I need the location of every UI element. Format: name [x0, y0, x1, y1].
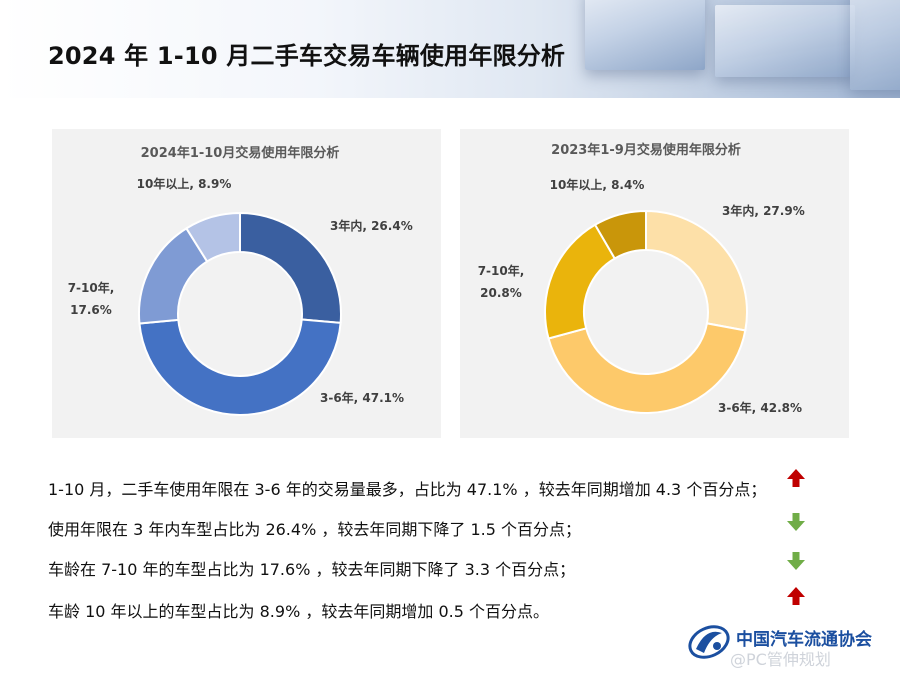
association-name: 中国汽车流通协会 [736, 630, 872, 650]
note-line: 使用年限在 3 年内车型占比为 26.4% ，较去年同期下降了 1.5 个百分点… [48, 520, 581, 539]
page-title: 2024 年 1-10 月二手车交易车辆使用年限分析 [48, 42, 566, 70]
donut-slice-2 [138, 318, 342, 416]
slice-label: 10年以上, 8.9% [137, 176, 232, 191]
slice-label: 7-10年, 17.6% [68, 280, 115, 317]
slice-label: 3-6年, 47.1% [320, 390, 404, 405]
watermark: @PC管伸规划 [730, 650, 831, 669]
note-line: 车龄 10 年以上的车型占比为 8.9% ，较去年同期增加 0.5 个百分点。 [48, 602, 549, 621]
chart-panel-2023: 2023年1-9月交易使用年限分析 3年内, 27.9% 3-6年, 42.8% 7-… [460, 129, 849, 438]
note-line: 1-10 月，二手车使用年限在 3-6 年的交易量最多，占比为 47.1% ，较… [48, 480, 767, 499]
slice-label: 3年内, 27.9% [722, 203, 805, 218]
decorative-cube [715, 5, 855, 77]
donut-slice-4 [593, 209, 647, 260]
donut-slice-1 [239, 211, 342, 324]
association-logo-icon [688, 625, 730, 659]
chart-panel-2024: 2024年1-10月交易使用年限分析 3年内, 26.4% 3-6年, 47.1% 7… [52, 129, 441, 438]
slice-label: 10年以上, 8.4% [550, 177, 645, 192]
up-arrow-icon [786, 468, 806, 488]
down-arrow-icon [786, 551, 806, 571]
chart-title: 2024年1-10月交易使用年限分析 [141, 145, 340, 161]
association-logo: 中国汽车流通协会 [686, 617, 896, 669]
slice-label: 7-10年, 20.8% [478, 263, 525, 300]
chart-title: 2023年1-9月交易使用年限分析 [551, 142, 741, 158]
decorative-cube [850, 0, 900, 90]
decorative-cube [585, 0, 705, 70]
donut-slice-1 [645, 209, 748, 332]
donut-chart-2023: 2023年1-9月交易使用年限分析 3年内, 27.9% 3-6年, 42.8% 7-… [478, 142, 805, 415]
donut-chart-2024: 2024年1-10月交易使用年限分析 3年内, 26.4% 3-6年, 47.1% 7… [68, 145, 413, 416]
donut-slice-2 [547, 322, 747, 414]
slice-label: 3-6年, 42.8% [718, 400, 802, 415]
header-banner: 2024 年 1-10 月二手车交易车辆使用年限分析 [0, 0, 900, 98]
donut-slice-4 [185, 211, 241, 263]
down-arrow-icon [786, 512, 806, 532]
note-line: 车龄在 7-10 年的车型占比为 17.6% ，较去年同期下降了 3.3 个百分… [48, 560, 576, 579]
slice-label: 3年内, 26.4% [330, 218, 413, 233]
up-arrow-icon [786, 586, 806, 606]
